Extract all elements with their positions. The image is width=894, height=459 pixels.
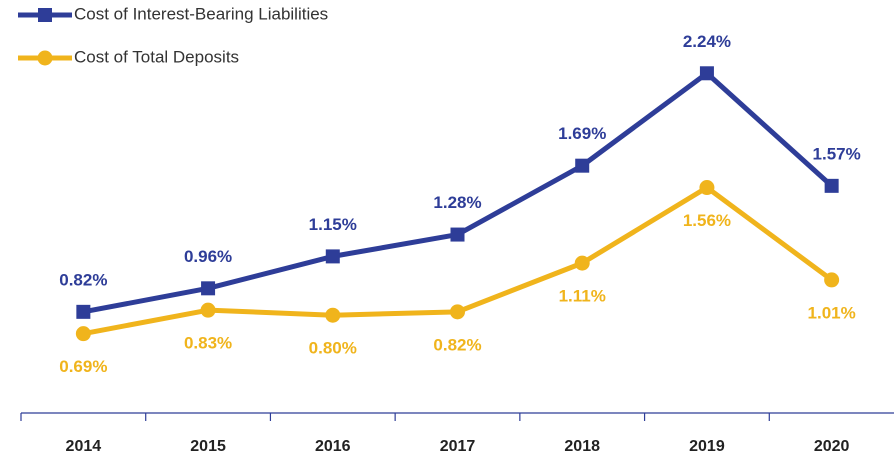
- data-label: 0.96%: [184, 247, 232, 266]
- data-label: 0.82%: [59, 270, 107, 289]
- data-point: [574, 255, 590, 271]
- data-point: [699, 66, 714, 81]
- data-point: [450, 304, 465, 320]
- data-point: [325, 249, 340, 264]
- data-point: [450, 227, 465, 242]
- data-point: [201, 281, 216, 296]
- legend-label: Cost of Interest-Bearing Liabilities: [74, 4, 328, 23]
- data-label: 1.69%: [558, 124, 606, 143]
- data-label: 2.24%: [683, 32, 731, 51]
- data-point: [575, 158, 590, 173]
- data-label: 1.11%: [559, 287, 606, 306]
- data-label: 1.56%: [683, 211, 731, 230]
- data-point: [200, 302, 216, 318]
- x-tick-label: 2020: [814, 438, 850, 455]
- data-point: [824, 178, 839, 193]
- data-label: 1.57%: [813, 144, 861, 163]
- data-point: [699, 180, 715, 196]
- x-tick-label: 2017: [440, 438, 476, 455]
- data-point: [325, 307, 341, 323]
- legend-label: Cost of Total Deposits: [74, 47, 239, 66]
- x-tick-label: 2019: [689, 438, 725, 455]
- data-point: [824, 272, 840, 288]
- x-tick-label: 2015: [190, 438, 226, 455]
- data-point: [75, 326, 91, 342]
- data-label: 0.82%: [433, 335, 481, 354]
- data-label: 0.80%: [309, 339, 357, 358]
- legend-marker: [38, 8, 52, 22]
- x-tick-label: 2016: [315, 438, 351, 455]
- data-label: 1.28%: [433, 193, 481, 212]
- x-tick-label: 2018: [564, 438, 600, 455]
- legend-marker: [37, 50, 53, 66]
- data-label: 1.01%: [808, 303, 856, 322]
- x-tick-label: 2014: [66, 438, 102, 455]
- data-label: 0.69%: [59, 357, 107, 376]
- data-label: 1.15%: [309, 215, 357, 234]
- data-label: 0.83%: [184, 334, 232, 353]
- data-point: [76, 304, 91, 319]
